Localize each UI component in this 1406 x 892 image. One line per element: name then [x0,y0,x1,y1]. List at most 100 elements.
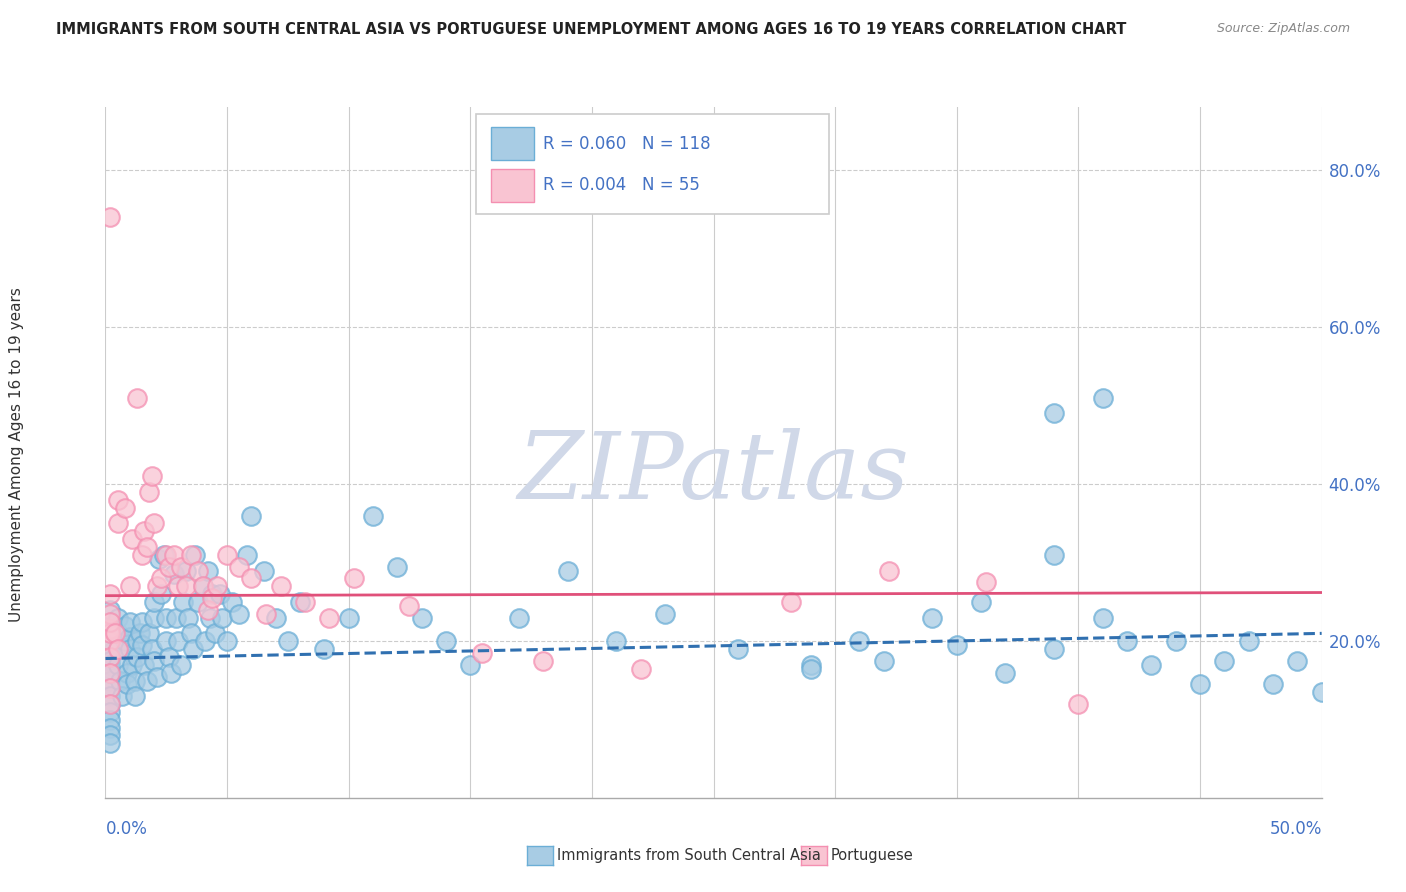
Point [180,626,202,640]
Point [1091,610,1114,624]
Point [873,654,896,668]
Text: Portuguese: Portuguese [831,848,914,863]
Point [174,579,197,593]
Point [98,634,121,648]
Point [398,599,420,613]
Point [135,673,157,688]
Point [204,626,226,640]
Point [117,677,139,691]
Point [143,595,166,609]
Text: 0.0%: 0.0% [105,820,148,838]
Point [557,564,579,578]
Point [1310,685,1333,699]
Point [155,634,177,648]
Text: 50.0%: 50.0% [1270,820,1322,838]
Point [98,662,121,676]
Text: ZIPatlas: ZIPatlas [517,428,910,518]
Point [228,559,250,574]
Point [411,610,433,624]
Text: R = 0.004   N = 55: R = 0.004 N = 55 [543,176,700,194]
Point [361,508,384,523]
Point [118,630,141,644]
Point [1261,677,1284,691]
Point [98,623,121,637]
Point [131,638,153,652]
Point [98,618,121,632]
Point [124,673,146,688]
Point [162,567,184,582]
Point [118,615,141,629]
Point [1091,391,1114,405]
Point [170,657,193,672]
Point [201,591,224,605]
Point [184,548,207,562]
Point [217,548,239,562]
Point [1116,634,1139,648]
Point [98,646,121,660]
Point [800,657,823,672]
Point [131,615,153,629]
Point [207,579,229,593]
Point [104,626,127,640]
Point [1140,657,1163,672]
Point [98,705,121,719]
Point [98,697,121,711]
Point [208,587,231,601]
Point [294,595,316,609]
Point [134,657,156,672]
Point [270,579,292,593]
Point [1286,654,1309,668]
Point [98,603,121,617]
Point [138,485,160,500]
Point [342,571,364,585]
Point [318,610,340,624]
Point [107,516,129,531]
Point [160,665,183,680]
Point [157,559,180,574]
Point [1189,677,1212,691]
Point [125,634,148,648]
Point [170,559,193,574]
Point [172,595,194,609]
Text: R = 0.060   N = 118: R = 0.060 N = 118 [543,135,711,153]
Point [162,548,184,562]
Point [155,548,177,562]
Point [157,649,180,664]
Text: IMMIGRANTS FROM SOUTH CENTRAL ASIA VS PORTUGUESE UNEMPLOYMENT AMONG AGES 16 TO 1: IMMIGRANTS FROM SOUTH CENTRAL ASIA VS PO… [56,22,1126,37]
Text: Source: ZipAtlas.com: Source: ZipAtlas.com [1216,22,1350,36]
Point [174,564,197,578]
Point [508,610,530,624]
Point [211,610,233,624]
Point [155,610,177,624]
Point [165,610,187,624]
Point [141,642,163,657]
Point [108,673,131,688]
Point [177,610,200,624]
Point [118,642,141,657]
Point [387,559,409,574]
Point [98,713,121,727]
Point [138,626,160,640]
Point [107,657,129,672]
Point [114,500,136,515]
Point [1067,697,1090,711]
Point [337,610,360,624]
Point [107,626,129,640]
Point [148,551,170,566]
Point [1043,642,1066,657]
Point [141,469,163,483]
Point [125,649,148,664]
Point [197,564,219,578]
Point [240,508,263,523]
Point [135,540,157,554]
Point [98,673,121,688]
Point [970,595,993,609]
Point [221,595,243,609]
Point [121,657,143,672]
Point [98,690,121,704]
Point [107,610,129,624]
Point [217,634,239,648]
Point [98,634,121,648]
Point [228,607,250,621]
Point [114,634,136,648]
